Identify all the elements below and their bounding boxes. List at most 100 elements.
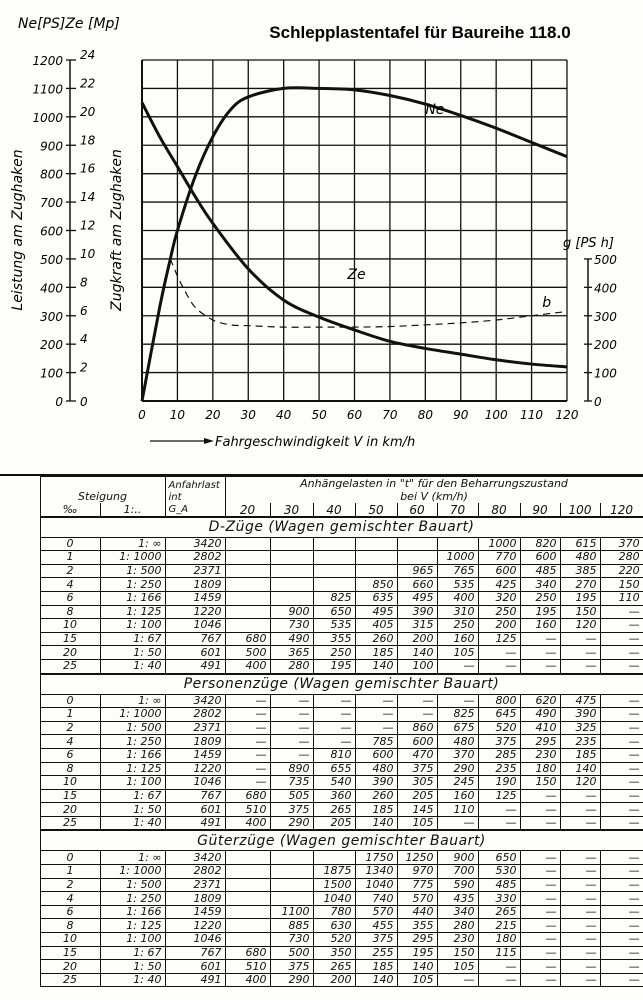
trailing-load-cell: — [599,747,643,763]
trailing-load-cell: 785 [354,734,398,749]
starting-load: 3420 [164,693,226,709]
trailing-load-cell [224,577,271,592]
trailing-load-cell: 220 [599,563,643,579]
trailing-load-cell: — [477,645,521,660]
trailing-load-cell: 770 [477,550,521,565]
trailing-load-cell: 185 [354,645,398,660]
trailing-load-cell: — [224,747,271,763]
arrow-head-icon [204,438,214,444]
gradient-permil: 20 [39,645,101,660]
trailing-load-cell: 120 [559,618,601,633]
trailing-load-cell: — [396,693,438,709]
gradient-permil: 25 [39,972,101,988]
gradient-permil: 0 [39,536,101,552]
ze-tick-label: 18 [80,133,96,147]
trailing-load-cell: 510 [224,802,271,817]
trailing-load-cell: 230 [436,932,479,947]
trailing-load-cell: 375 [396,761,438,777]
trailing-load-cell: 260 [354,631,398,647]
trailing-load-cell: 105 [436,645,479,660]
trailing-load-cell: — [559,959,601,974]
gradient-permil: 8 [39,604,101,620]
trailing-load-cell: — [599,815,643,831]
trailing-load-cell [224,864,271,879]
blank-cell [0,973,41,987]
trailing-load-cell: 475 [559,693,601,709]
trailing-load-cell: — [354,693,398,709]
trailing-load-cell: — [559,788,601,804]
ne-tick-label: 700 [40,196,63,210]
gradient-ratio: 1: 50 [99,802,166,817]
trailing-load-cell: 150 [599,577,643,592]
table-row: 4 1: 250 1809— — —785 600 480 375 295 235— [0,734,643,749]
blank-cell [0,878,41,892]
x-tick-label: 0 [138,408,146,422]
trailing-load-cell: 290 [436,761,479,777]
trailing-load-cell: 535 [436,577,479,592]
ne-tick-label: 500 [40,253,63,267]
loads-header-label: Anhängelasten in "t" für den Beharrungsz… [300,477,568,490]
trailing-load-cell: 1000 [436,550,479,565]
blank-cell [0,748,41,762]
trailing-load-cell: 570 [396,891,438,906]
trailing-load-cell: 120 [559,775,601,790]
trailing-load-cell [396,550,438,565]
gradient-permil: 20 [39,959,101,974]
ze-tick-label: 2 [80,361,88,375]
gradient-ratio: 1: 40 [99,658,166,675]
gradient-permil: 10 [39,618,101,633]
starting-load: 2802 [164,550,226,565]
trailing-load-cell: 650 [477,850,521,866]
trailing-load-cell: 105 [396,815,438,831]
trailing-load-cell: 150 [519,775,561,790]
gradient-ratio: 1: 100 [99,775,166,790]
gradient-ratio: 1: 100 [99,618,166,633]
trailing-load-cell: — [436,693,479,709]
trailing-load-cell: 180 [477,932,521,947]
trailing-load-cell: 290 [269,972,314,988]
trailing-load-cell: 490 [269,631,314,647]
anfahrlast-label: Anfahrlast [168,479,220,491]
trailing-load-cell: 290 [269,815,314,831]
table-row: 15 1: 67 767 680 500 350 255 195 150 115— — — [0,945,643,961]
trailing-load-cell: 495 [354,604,398,620]
trailing-load-cell: 680 [224,945,271,961]
trailing-load-cell: 140 [396,645,438,660]
section-title-row: Personenzüge (Wagen gemischter Bauart) [0,672,643,695]
blank-cell [0,891,41,906]
trailing-load-cell: — [599,775,643,790]
trailing-load-cell [224,891,271,906]
trailing-load-cell: — [599,720,643,736]
table-row: 1 1: 1000 2802 1875 1340 970 700 530— — — [0,864,643,879]
table-row: 0 1: ∞ 3420— — — — — —800 620 475— [0,693,643,709]
trailing-load-cell [312,850,356,866]
starting-load: 1220 [164,604,226,620]
trailing-load-cell: — [599,904,643,920]
trailing-load-cell: — [477,802,521,817]
trailing-load-cell: 510 [224,959,271,974]
trailing-load-cell: 305 [396,775,438,790]
gradient-permil: 10 [39,932,101,947]
g-tick-label: 400 [594,281,617,295]
trailing-load-cell: — [599,891,643,906]
trailing-load-cell: 235 [477,761,521,777]
steigung-header: Steigung [39,476,166,503]
trailing-load-cell: 470 [396,747,438,763]
trailing-load-cell: 340 [519,577,561,592]
trailing-load-cell: 250 [519,590,561,606]
speed-header: 90 [519,503,561,518]
trailing-load-cell: 140 [354,658,398,675]
speed-header: 70 [436,503,479,518]
gradient-ratio: 1: 40 [99,972,166,988]
table-row: 10 1: 100 1046 730 535 405 315 250 200 160 120— [0,618,643,633]
trailing-load-cell: — [519,788,561,804]
trailing-load-cell [436,536,479,552]
trailing-load-cell: 480 [436,734,479,749]
trailing-load-cell: — [354,720,398,736]
ze-tick-label: 12 [80,219,95,233]
table-row: 25 1: 40 491 400 290 200 140 105— — — — — [0,972,643,988]
trailing-load-cell: — [519,959,561,974]
trailing-load-cell: 800 [477,693,521,709]
gradient-permil: 0 [39,693,101,709]
ne-tick-label: 1000 [32,111,63,125]
